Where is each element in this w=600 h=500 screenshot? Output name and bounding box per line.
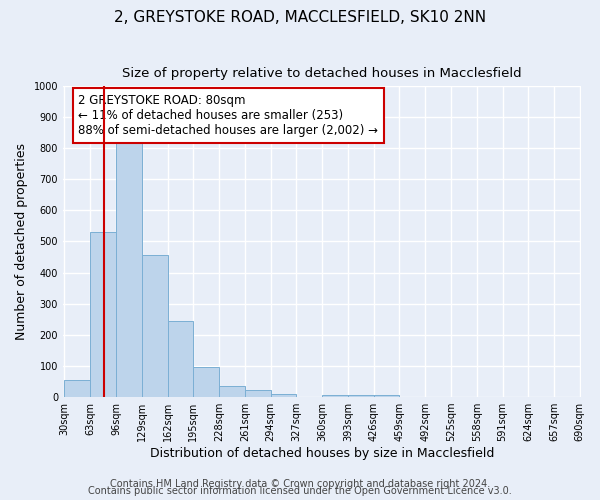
Bar [193, 366, 219, 397]
Bar [142, 256, 167, 397]
Text: Contains public sector information licensed under the Open Government Licence v3: Contains public sector information licen… [88, 486, 512, 496]
Text: 2 GREYSTOKE ROAD: 80sqm
← 11% of detached houses are smaller (253)
88% of semi-d: 2 GREYSTOKE ROAD: 80sqm ← 11% of detache… [79, 94, 379, 136]
Bar [245, 390, 271, 397]
Title: Size of property relative to detached houses in Macclesfield: Size of property relative to detached ho… [122, 68, 522, 80]
Y-axis label: Number of detached properties: Number of detached properties [15, 143, 28, 340]
Text: 2, GREYSTOKE ROAD, MACCLESFIELD, SK10 2NN: 2, GREYSTOKE ROAD, MACCLESFIELD, SK10 2N… [114, 10, 486, 25]
X-axis label: Distribution of detached houses by size in Macclesfield: Distribution of detached houses by size … [150, 447, 494, 460]
Bar [322, 394, 348, 397]
Bar [374, 394, 400, 397]
Bar [348, 394, 374, 397]
Bar [64, 380, 90, 397]
Bar [219, 386, 245, 397]
Bar [116, 138, 142, 397]
Bar [271, 394, 296, 397]
Text: Contains HM Land Registry data © Crown copyright and database right 2024.: Contains HM Land Registry data © Crown c… [110, 479, 490, 489]
Bar [167, 321, 193, 397]
Bar [90, 232, 116, 397]
